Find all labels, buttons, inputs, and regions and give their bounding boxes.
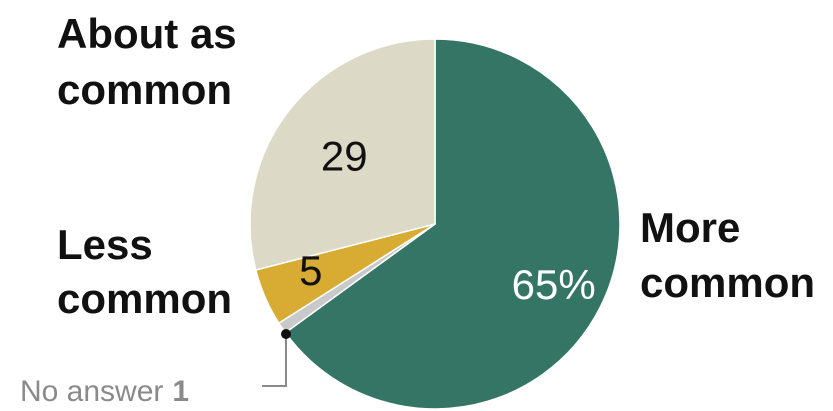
no-answer-marker-dot: [281, 329, 291, 339]
pie-value-labels: 65% 5 29: [299, 132, 596, 308]
label-no-answer: No answer 1: [20, 375, 189, 408]
label-less-common-line1: Less: [57, 221, 153, 268]
pie-slice-about-as-common: [249, 38, 436, 271]
label-more-common-line2: common: [640, 259, 815, 306]
label-about-as-common-line1: About as: [57, 10, 237, 57]
pie-slices: [249, 38, 621, 410]
label-about-as-common-line2: common: [57, 66, 232, 113]
no-answer-value: 1: [172, 375, 189, 408]
label-more-common-line1: More: [640, 204, 740, 251]
label-less-common-line2: common: [57, 275, 232, 322]
no-answer-name: No answer: [20, 375, 163, 408]
no-answer-leader-line: [262, 334, 287, 387]
value-label-about-as-common: 29: [321, 132, 368, 179]
value-label-more-common: 65%: [512, 261, 596, 308]
pie-slice-more-common: [284, 38, 621, 410]
value-label-less-common: 5: [299, 247, 322, 294]
